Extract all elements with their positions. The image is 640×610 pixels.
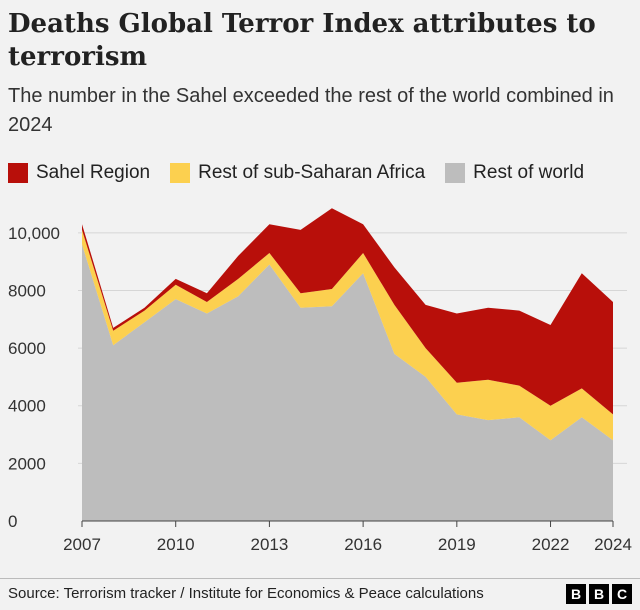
area-chart: 0 2000 4000 6000 8000 10,000 2007 2010 2013 2016 2… — [8, 208, 632, 554]
source-note: Source: Terrorism tracker / Institute fo… — [8, 585, 484, 602]
area-sahel-region — [82, 208, 613, 415]
bbc-logo-letter: B — [589, 584, 609, 604]
bbc-logo: B B C — [563, 584, 632, 604]
legend-label-rest-ssa: Rest of sub-Saharan Africa — [198, 162, 426, 183]
legend: Sahel Region Rest of sub-Saharan Africa … — [8, 158, 638, 188]
legend-item-sahel: Sahel Region — [8, 162, 150, 184]
x-tick-label: 2024 — [594, 535, 632, 554]
legend-swatch-sahel — [8, 163, 28, 183]
area-rest-of-sub-saharan-africa — [82, 229, 613, 441]
x-tick-label: 2019 — [438, 535, 476, 554]
x-tick-label: 2013 — [250, 535, 288, 554]
y-tick-label: 8000 — [8, 281, 46, 300]
legend-label-rest-world: Rest of world — [473, 162, 585, 183]
chart-title: Deaths Global Terror Index attributes to… — [8, 9, 596, 72]
y-tick-label: 0 — [8, 512, 17, 531]
y-tick-label: 4000 — [8, 397, 46, 416]
stacked-areas — [82, 208, 613, 522]
footer: Source: Terrorism tracker / Institute fo… — [0, 578, 640, 610]
area-rest-of-world — [82, 244, 613, 522]
x-tick-label: 2007 — [63, 535, 101, 554]
legend-item-rest-ssa: Rest of sub-Saharan Africa — [170, 162, 425, 184]
y-tick-label: 6000 — [8, 339, 46, 358]
x-tick-label: 2022 — [532, 535, 570, 554]
y-tick-label: 2000 — [8, 454, 46, 473]
x-tick-label: 2016 — [344, 535, 382, 554]
x-tick-label: 2010 — [157, 535, 195, 554]
chart-subtitle: The number in the Sahel exceeded the res… — [8, 85, 614, 136]
axes: 0 2000 4000 6000 8000 10,000 2007 2010 2013 2016 2… — [8, 224, 632, 554]
legend-item-rest-world: Rest of world — [445, 162, 584, 184]
legend-label-sahel: Sahel Region — [36, 162, 151, 183]
y-tick-label: 10,000 — [8, 224, 60, 243]
bbc-logo-letter: B — [566, 584, 586, 604]
bbc-logo-letter: C — [612, 584, 632, 604]
legend-swatch-rest-world — [445, 163, 466, 183]
legend-swatch-rest-ssa — [170, 163, 191, 183]
